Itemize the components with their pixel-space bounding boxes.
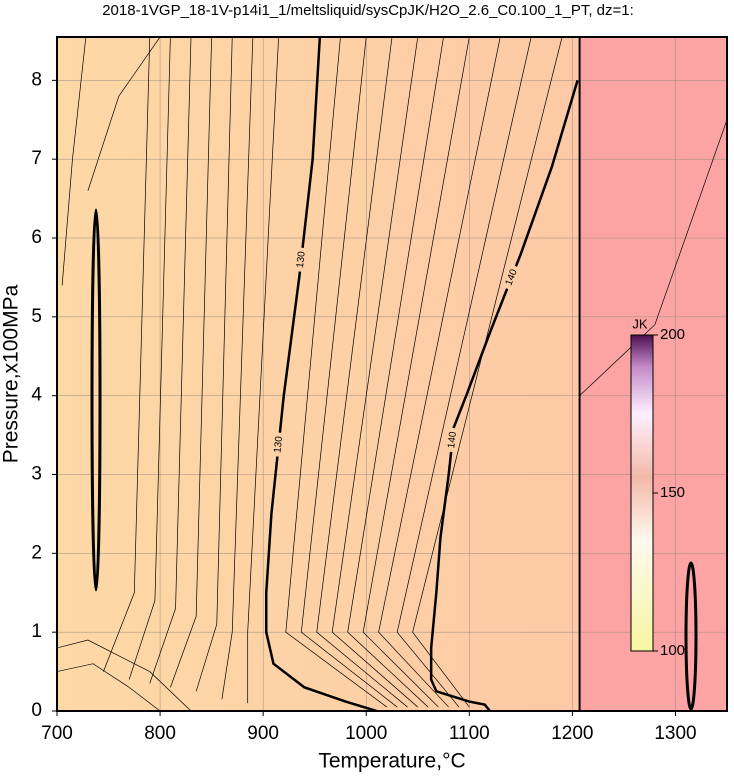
contour-line <box>61 37 99 286</box>
contour-line <box>347 37 444 708</box>
contour-line <box>362 37 470 708</box>
chart-title: 2018-1VGP_18-1V-p14i1_1/meltsliquid/sysC… <box>102 2 634 19</box>
contour-label-bg <box>446 427 459 453</box>
contour-line <box>128 37 171 680</box>
colorbar-tick-label: 200 <box>660 326 685 343</box>
x-tick-label: 700 <box>41 723 73 744</box>
contour-label-bg <box>294 247 308 273</box>
frame <box>56 36 728 712</box>
x-tick-label: 1100 <box>449 723 490 744</box>
colorbar-label: JK <box>632 316 648 331</box>
y-tick-label: 0 <box>31 700 42 721</box>
contour-line <box>331 37 419 708</box>
contour-bold <box>429 80 579 711</box>
colorbar-tick-label: 100 <box>660 642 685 659</box>
x-tick-label: 800 <box>144 723 176 744</box>
y-tick-label: 7 <box>31 148 42 169</box>
contour-label-bg <box>502 264 521 291</box>
contour-line <box>170 37 212 688</box>
contour-label: 130 <box>295 250 308 268</box>
x-tick-label: 1000 <box>345 723 387 744</box>
y-tick-label: 2 <box>31 542 42 563</box>
contour-line <box>285 37 388 708</box>
contour-line <box>57 663 161 711</box>
contour-bold <box>264 37 377 711</box>
x-axis-label: Temperature,°C <box>318 750 465 773</box>
contour-line <box>87 37 161 191</box>
contour-line <box>195 37 233 692</box>
y-axis-label: Pressure,x100MPa <box>0 284 23 463</box>
colorbar <box>630 334 654 652</box>
contour-line <box>57 639 192 711</box>
contour-label: 130 <box>272 435 285 453</box>
contour-label: 140 <box>446 431 459 449</box>
x-tick-label: 900 <box>247 723 279 744</box>
y-tick-label: 6 <box>31 227 42 248</box>
y-tick-label: 3 <box>31 464 42 485</box>
contour-line <box>247 37 279 704</box>
y-tick-label: 4 <box>31 385 42 406</box>
y-tick-label: 1 <box>31 621 42 642</box>
blob <box>684 561 698 711</box>
contour-line <box>103 37 151 672</box>
contour-line <box>378 37 501 708</box>
contour-line <box>579 119 727 396</box>
colorbar-tick-label: 150 <box>660 484 685 501</box>
contour-line <box>412 37 563 708</box>
x-tick-label: 1300 <box>654 723 696 744</box>
y-tick-label: 8 <box>31 69 42 90</box>
contour-line <box>221 37 254 700</box>
contour-line <box>396 37 532 708</box>
contours <box>57 37 727 711</box>
contour-line <box>316 37 408 708</box>
x-tick-label: 1200 <box>551 723 593 744</box>
contour-line <box>149 37 192 684</box>
y-tick-label: 5 <box>31 306 42 327</box>
blob <box>90 208 102 592</box>
contour-label-bg <box>272 432 285 458</box>
contour-line <box>300 37 398 708</box>
